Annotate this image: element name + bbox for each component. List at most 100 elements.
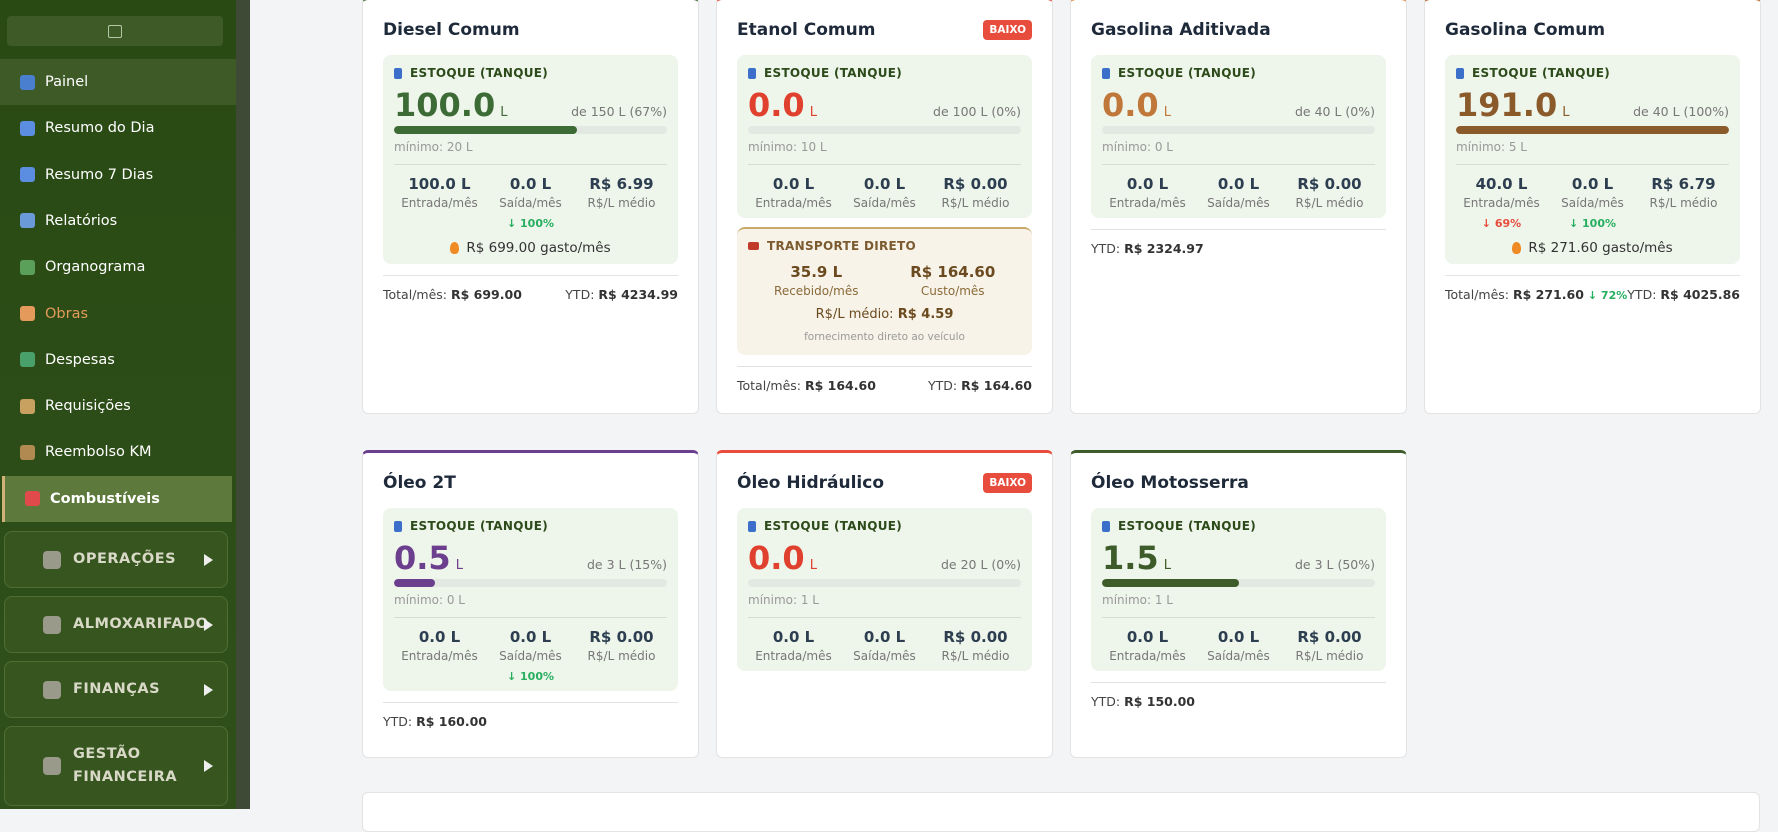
nav-label: Reembolso KM [45,444,152,461]
stock-label: ESTOQUE (TANQUE) [1102,66,1375,80]
stat-value: R$ 0.00 [943,628,1008,646]
stock-unit: L [500,105,508,120]
status-badge: BAIXO [983,20,1032,40]
stock-minimum: mínimo: 5 L [1456,140,1729,165]
stats-row: 0.0 L Entrada/mês 0.0 L Saída/mês R$ 0.00 R$/… [1102,175,1375,210]
nav-label: Resumo 7 Dias [45,166,154,183]
nav-item[interactable]: Requisições [0,383,236,429]
stat-label: Saída/mês [499,649,562,663]
stats-row: 100.0 L Entrada/mês 0.0 L Saída/mês ↓ 100% R$… [394,175,667,230]
stat: R$ 6.99 R$/L médio [576,175,666,230]
stat-value: 0.0 L [1126,175,1169,193]
stock-amount: 0.0 L [1102,86,1171,124]
stat: R$ 164.60 Custo/mês [908,263,998,298]
stat-value: 0.0 L [772,175,815,193]
nav-item[interactable]: Combustíveis [2,475,232,522]
stat-value: 0.0 L [509,175,552,193]
card-header: Gasolina Comum [1445,19,1740,41]
card-footer: YTD: R$ 2324.97 [1091,229,1386,256]
stat-trend: ↓ 100% [1568,217,1616,230]
stock-label-text: ESTOQUE (TANQUE) [410,66,549,80]
ytd-value: R$ 160.00 [416,714,488,729]
stat-label: R$/L médio [587,196,656,210]
ytd-label: YTD: [1091,241,1121,256]
nav-item[interactable]: Despesas [0,337,236,383]
nav-item[interactable]: Painel [0,59,236,105]
stat-label: Saída/mês [853,649,916,663]
ytd-label: YTD: [1627,287,1657,302]
nav-item[interactable]: Reembolso KM [0,429,236,475]
ytd-value: R$ 164.60 [961,378,1032,393]
nav-item[interactable]: Resumo do Dia [0,105,236,151]
stock-amount: 191.0 L [1456,86,1569,124]
stats-row: 0.0 L Entrada/mês 0.0 L Saída/mês R$ 0.00 R$/… [748,628,1021,663]
nav-group[interactable]: OPERAÇÕES [4,531,228,588]
card-header: Diesel Comum [383,19,678,41]
stat-value: R$ 6.99 [589,175,654,193]
spend-text: R$ 271.60 gasto/mês [1528,240,1673,256]
stat: 0.0 L Saída/mês [839,628,929,663]
nav-icon [20,398,35,414]
truck-icon [748,242,759,250]
stat-label: Saída/mês [1207,196,1270,210]
nav-icon [25,491,40,507]
nav-icon [20,120,35,136]
avg-value: R$ 4.59 [897,307,954,322]
group-icon [43,680,61,699]
stat: 100.0 L Entrada/mês [394,175,484,230]
sidebar-toggle[interactable] [7,16,223,46]
nav-group[interactable]: ALMOXARIFADO [4,596,228,653]
stat-value: 0.0 L [1126,628,1169,646]
card-header: Óleo Motosserra [1091,472,1386,494]
level-track [748,579,1021,587]
nav-item[interactable]: Organograma [0,244,236,290]
stats-row: 40.0 L Entrada/mês ↓ 69% 0.0 L Saída/mês ↓ 10… [1456,175,1729,230]
stat-trend: ↓ 69% [1481,217,1522,230]
stat-value: 100.0 L [408,175,471,193]
nav-label: Requisições [45,398,131,415]
stat-trend: ↓ 100% [506,217,554,230]
monthly-total: Total/mês: R$ 164.60 [737,378,876,393]
level-bar [394,579,435,587]
card-header: Óleo 2T [383,472,678,494]
card-title: Diesel Comum [383,20,520,40]
card-title: Óleo Hidráulico [737,473,884,493]
stat-value: 35.9 L [790,263,843,281]
nav-item[interactable]: Obras [0,291,236,337]
total-value: R$ 699.00 [450,287,522,302]
nav-icon [20,306,35,321]
ytd-total: YTD: R$ 160.00 [383,714,487,729]
stat: R$ 6.79 R$/L médio [1638,175,1728,230]
stat-label: Entrada/mês [1109,196,1186,210]
card-title: Gasolina Comum [1445,20,1606,40]
nav-group[interactable]: GESTÃO FINANCEIRA [4,726,228,806]
stock-unit: L [809,558,817,573]
stock-amount: 0.0 L [748,539,817,577]
nav-item[interactable]: Resumo 7 Dias [0,152,236,198]
stock-minimum: mínimo: 1 L [748,593,1021,618]
stat: 0.0 L Saída/mês ↓ 100% [485,628,575,683]
stock-icon [748,520,756,532]
stat: 0.0 L Entrada/mês [1102,175,1192,210]
nav-group[interactable]: FINANÇAS [4,661,228,718]
level-track [1102,579,1375,587]
nav-label: Despesas [45,351,115,368]
stat-label: Entrada/mês [1109,649,1186,663]
stat: 40.0 L Entrada/mês ↓ 69% [1456,175,1546,230]
level-track [748,126,1021,134]
avg-label: R$/L médio: [815,307,894,322]
stat: 35.9 L Recebido/mês [771,263,861,298]
stat: 0.0 L Saída/mês ↓ 100% [1547,175,1637,230]
expand-arrow [204,618,213,631]
panel [362,792,1760,832]
stock-unit: L [1163,105,1171,120]
monthly-total: Total/mês: R$ 699.00 [383,287,522,302]
nav-item[interactable]: Relatórios [0,198,236,244]
level-bar [394,126,577,134]
